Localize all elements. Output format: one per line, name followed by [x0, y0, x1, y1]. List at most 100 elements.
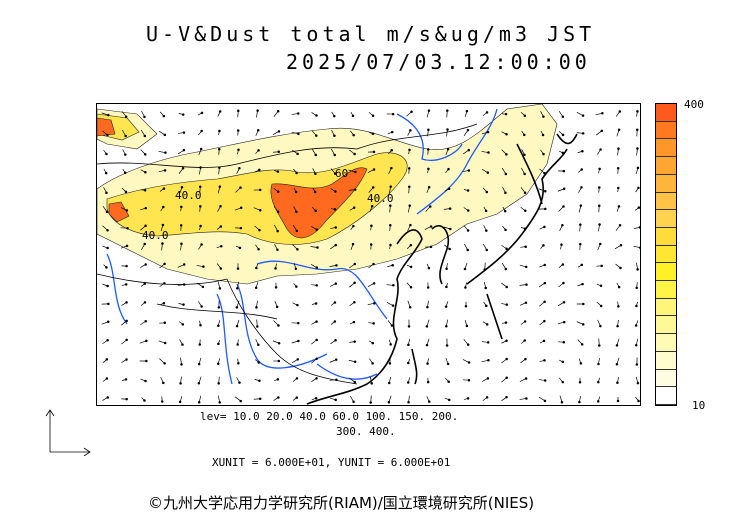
wind-arrow-head	[505, 339, 508, 342]
wind-arrow-head	[315, 357, 318, 361]
wind-arrow-head	[639, 246, 640, 249]
wind-arrow-head	[256, 109, 259, 112]
legend-band	[656, 263, 676, 282]
wind-arrow-head	[124, 378, 128, 381]
wind-arrow-head	[275, 305, 279, 309]
wind-arrow-head	[163, 321, 167, 325]
wind-arrow-head	[352, 400, 355, 404]
wind-arrow-head	[162, 301, 166, 305]
wind-arrow-head	[636, 268, 639, 271]
wind-arrow-head	[504, 321, 508, 324]
wind-arrow-head	[315, 284, 318, 287]
wind-arrow-head	[217, 382, 220, 385]
wind-arrow-head	[274, 267, 277, 270]
wind-arrow-head	[525, 283, 528, 286]
wind-arrow-head	[276, 229, 279, 233]
wind-arrow-head	[162, 114, 166, 118]
wind-arrow-head	[598, 344, 601, 347]
wind-arrow-head	[107, 320, 110, 324]
wind-arrow-head	[124, 134, 127, 138]
wind-arrow-head	[562, 205, 565, 208]
contour-label: 40.0	[142, 229, 169, 242]
wind-arrow-head	[314, 302, 318, 305]
wind-arrow-head	[239, 186, 242, 189]
wind-arrow-head	[372, 150, 376, 154]
wind-arrow-head	[581, 132, 585, 135]
wind-arrow-head	[236, 286, 239, 290]
wind-arrow-head	[199, 147, 203, 151]
wind-arrow-head	[353, 360, 357, 363]
wind-arrow-head	[143, 282, 147, 285]
wind-arrow-head	[371, 362, 374, 365]
wind-arrow-head	[561, 263, 565, 266]
wind-arrow-head	[258, 228, 261, 232]
wind-arrow-head	[486, 377, 490, 380]
wind-arrow-head	[542, 244, 545, 247]
wind-arrow-head	[257, 361, 260, 364]
wind-arrow-head	[578, 242, 582, 246]
wind-arrow-head	[635, 128, 639, 131]
wind-arrow-head	[296, 358, 300, 361]
wind-arrow-head	[105, 377, 109, 380]
wind-arrow-head	[634, 324, 638, 327]
wind-arrow-head	[562, 300, 566, 304]
wind-arrow-head	[391, 304, 395, 307]
legend-band	[656, 227, 676, 246]
wind-arrow-head	[485, 304, 488, 308]
wind-arrow-head	[144, 224, 147, 228]
wind-arrow-head	[505, 247, 508, 251]
wind-arrow-head	[163, 262, 166, 266]
wind-arrow-head	[387, 381, 391, 385]
wind-arrow-head	[334, 243, 338, 247]
wind-arrow-head	[504, 172, 508, 176]
wind-arrow-head	[390, 166, 393, 170]
wind-arrow-head	[218, 185, 222, 188]
wind-arrow-head	[598, 186, 601, 189]
wind-arrow-head	[429, 225, 433, 228]
wind-arrow-head	[427, 128, 430, 131]
wind-arrow-head	[579, 362, 583, 365]
wind-arrow-head	[295, 285, 298, 288]
wind-arrow-head	[467, 148, 471, 152]
wind-arrow-head	[449, 227, 452, 231]
wind-arrow-head	[466, 343, 470, 346]
wind-arrow-head	[578, 400, 581, 404]
wind-arrow-head	[274, 286, 278, 289]
wind-arrow-head	[580, 263, 584, 267]
wind-arrow-head	[313, 190, 317, 194]
wind-arrow-head	[598, 242, 602, 246]
wind-arrow-head	[236, 343, 239, 346]
wind-arrow-head	[369, 401, 372, 404]
wind-arrow-head	[429, 245, 433, 249]
wind-arrow-head	[314, 172, 317, 175]
wind-arrow-head	[543, 263, 546, 267]
wind-arrow-head	[616, 399, 620, 403]
wind-arrow-head	[600, 129, 604, 133]
wind-arrow-head	[353, 281, 356, 285]
wind-arrow-head	[465, 324, 469, 328]
wind-arrow-head	[525, 397, 528, 400]
wind-arrow-head	[105, 152, 108, 156]
wind-arrow-head	[162, 381, 165, 385]
wind-arrow-head	[388, 362, 392, 365]
wind-arrow-head	[199, 166, 202, 169]
wind-arrow-head	[390, 130, 394, 134]
legend-band	[656, 139, 676, 158]
wind-arrow-head	[524, 301, 528, 304]
wind-arrow-head	[236, 267, 240, 270]
legend-band	[656, 351, 676, 370]
wind-arrow-head	[599, 304, 603, 308]
wind-arrow-head	[181, 323, 185, 326]
wind-arrow-head	[315, 114, 318, 117]
dust-region-high	[270, 167, 368, 239]
dust-region-high-nw	[97, 117, 116, 137]
legend-band	[656, 245, 676, 264]
wind-vectors	[101, 109, 640, 404]
wind-arrow-head	[218, 110, 222, 113]
wind-arrow-head	[294, 267, 298, 271]
wind-arrow-head	[579, 204, 583, 207]
wind-arrow-head	[371, 341, 375, 345]
wind-arrow-head	[182, 148, 186, 152]
wind-arrow-head	[125, 209, 129, 212]
wind-arrow-head	[486, 171, 490, 174]
